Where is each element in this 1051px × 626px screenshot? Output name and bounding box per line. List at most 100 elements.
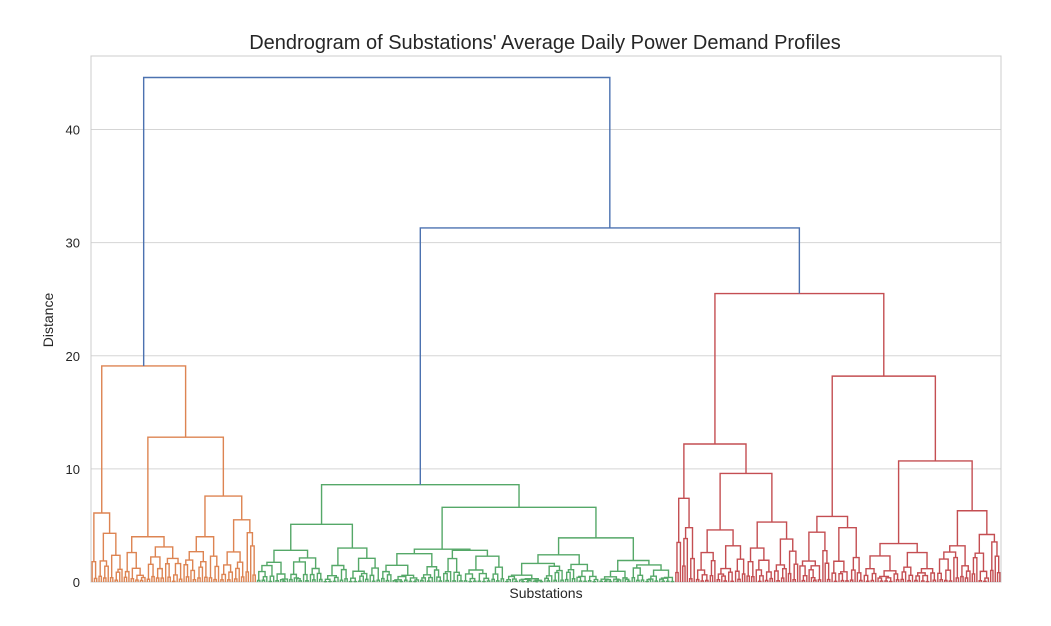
- dendrogram-link: [98, 575, 103, 582]
- dendrogram-link: [701, 574, 708, 581]
- dendrogram-link: [599, 580, 603, 583]
- dendrogram-link: [938, 558, 949, 574]
- dendrogram-link: [632, 567, 641, 578]
- dendrogram-link: [494, 566, 504, 579]
- dendrogram-link: [252, 574, 257, 582]
- dendrogram-link: [769, 577, 774, 582]
- dendrogram-link: [964, 577, 969, 582]
- dendrogram-link: [675, 571, 679, 582]
- dendrogram-link: [956, 510, 988, 546]
- dendrogram-link: [185, 576, 190, 582]
- dendrogram-link: [93, 512, 111, 562]
- dendrogram-link: [865, 580, 870, 582]
- dendrogram-link: [292, 561, 306, 575]
- dendrogram-link: [631, 577, 636, 582]
- dendrogram-link: [682, 565, 686, 582]
- dendrogram-link: [261, 564, 273, 577]
- dendrogram-link: [204, 576, 208, 582]
- dendrogram-link: [268, 580, 273, 583]
- dendrogram-link: [615, 580, 620, 583]
- dendrogram-link: [706, 529, 734, 553]
- dendrogram-link: [204, 495, 243, 537]
- plot-frame: [90, 55, 1002, 583]
- dendrogram-link: [131, 536, 165, 553]
- dendrogram-link: [583, 580, 587, 583]
- y-axis-ticks: 0 10 20 30 40: [66, 123, 80, 590]
- dendrogram-link: [747, 560, 754, 577]
- dendrogram-link: [155, 577, 160, 582]
- dendrogram-link: [109, 576, 114, 582]
- dendrogram-link: [477, 580, 482, 582]
- dendrogram-link: [955, 577, 960, 582]
- dendrogram-link: [756, 521, 788, 549]
- dendrogram-link: [989, 569, 994, 582]
- dendrogram-link: [195, 536, 215, 557]
- dendrogram-link: [246, 531, 254, 572]
- dendrogram-link: [983, 580, 987, 583]
- dendrogram-link: [150, 556, 161, 569]
- dendrogram-link: [557, 537, 635, 561]
- dendrogram-link: [131, 567, 141, 579]
- dendrogram-link: [298, 557, 317, 569]
- dendrogram-link: [741, 573, 746, 582]
- dendrogram-link: [197, 577, 201, 582]
- dendrogram-link: [93, 577, 98, 582]
- dendrogram-link: [724, 545, 742, 569]
- dendrogram-link: [160, 577, 165, 582]
- y-tick-label: 40: [66, 123, 80, 138]
- dendrogram-link: [290, 523, 354, 551]
- dendrogram-link: [380, 577, 385, 582]
- dendrogram-link: [358, 580, 362, 582]
- y-axis-label: Distance: [40, 293, 56, 348]
- chart-title: Dendrogram of Substations' Average Daily…: [249, 32, 841, 54]
- dendrogram-link: [266, 561, 282, 574]
- grid-lines: [91, 129, 1001, 583]
- dendrogram-link: [665, 580, 670, 582]
- dendrogram-link: [879, 542, 918, 556]
- dendrogram-link: [637, 574, 644, 581]
- dendrogram-link: [780, 577, 785, 582]
- dendrogram-link: [838, 527, 857, 562]
- x-axis-label: Substations: [509, 585, 582, 601]
- dendrogram-link: [730, 580, 734, 582]
- dendrogram-link: [906, 551, 928, 569]
- dendrogram-link: [727, 571, 733, 582]
- dendrogram-link: [352, 570, 365, 579]
- dendrogram-link: [101, 365, 187, 513]
- dendrogram-link: [399, 580, 404, 583]
- dendrogram-link: [478, 572, 487, 582]
- dendrogram-link: [833, 580, 838, 583]
- dendrogram-link: [979, 570, 988, 581]
- dendrogram-link: [603, 580, 608, 582]
- dendrogram-link: [371, 567, 379, 581]
- dendrogram-link: [99, 560, 108, 577]
- dendrogram-link: [757, 580, 762, 583]
- dendrogram-link: [960, 575, 964, 582]
- dendrogram-link: [885, 577, 892, 582]
- dendrogram-link: [408, 580, 413, 583]
- dendrogram-link: [661, 580, 666, 582]
- dendrogram-link: [799, 565, 806, 582]
- dendrogram-link: [567, 568, 575, 579]
- dendrogram-link: [608, 580, 613, 583]
- dendrogram-link: [245, 571, 250, 582]
- dendrogram-link: [102, 577, 107, 582]
- dendrogram-link: [683, 443, 747, 499]
- dendrogram-link: [788, 550, 797, 574]
- y-tick-label: 10: [66, 462, 80, 477]
- dendrogram-link: [123, 576, 128, 582]
- dendrogram-link: [451, 549, 489, 559]
- dendrogram-link: [469, 577, 476, 582]
- dendrogram-link: [626, 580, 631, 582]
- dendrogram-link: [816, 515, 849, 533]
- dendrogram-link: [282, 580, 286, 582]
- dendrogram-link: [605, 578, 612, 582]
- dendrogram-link: [678, 497, 690, 543]
- dendrogram-link: [208, 577, 213, 582]
- dendrogram-link: [787, 572, 792, 582]
- dendrogram-link: [453, 571, 460, 581]
- dendrogram-link: [888, 580, 893, 583]
- dendrogram-link: [441, 506, 597, 550]
- dendrogram-link: [447, 557, 458, 573]
